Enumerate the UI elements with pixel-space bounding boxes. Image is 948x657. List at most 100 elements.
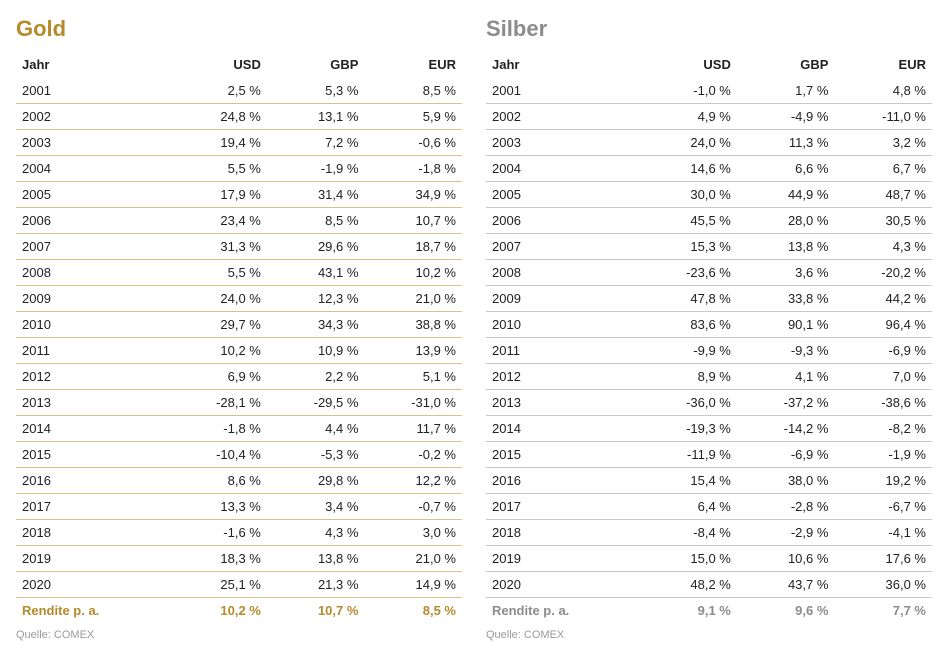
- cell-value: 11,7 %: [364, 416, 462, 442]
- cell-value: 12,2 %: [364, 468, 462, 494]
- cell-value: -2,9 %: [737, 520, 835, 546]
- cell-value: 44,2 %: [834, 286, 932, 312]
- cell-value: 29,6 %: [267, 234, 365, 260]
- cell-value: 6,9 %: [169, 364, 267, 390]
- cell-year: 2020: [486, 572, 639, 598]
- cell-value: -6,7 %: [834, 494, 932, 520]
- footer-eur: 8,5 %: [364, 598, 462, 624]
- cell-value: 13,3 %: [169, 494, 267, 520]
- table-row: 201713,3 %3,4 %-0,7 %: [16, 494, 462, 520]
- cell-value: -6,9 %: [834, 338, 932, 364]
- table-row: 200517,9 %31,4 %34,9 %: [16, 182, 462, 208]
- footer-label: Rendite p. a.: [16, 598, 169, 624]
- cell-year: 2002: [16, 104, 169, 130]
- cell-year: 2009: [16, 286, 169, 312]
- col-year: Jahr: [486, 52, 639, 78]
- cell-value: 21,0 %: [364, 286, 462, 312]
- cell-year: 2010: [16, 312, 169, 338]
- cell-value: -0,2 %: [364, 442, 462, 468]
- cell-value: 3,2 %: [834, 130, 932, 156]
- silver-source: Quelle: COMEX: [486, 629, 932, 641]
- cell-year: 2014: [16, 416, 169, 442]
- cell-year: 2001: [16, 78, 169, 104]
- cell-value: 4,3 %: [834, 234, 932, 260]
- cell-value: -8,2 %: [834, 416, 932, 442]
- cell-value: 33,8 %: [737, 286, 835, 312]
- silver-footer-row: Rendite p. a. 9,1 % 9,6 % 7,7 %: [486, 598, 932, 624]
- cell-value: 25,1 %: [169, 572, 267, 598]
- cell-year: 2019: [16, 546, 169, 572]
- cell-value: 24,0 %: [169, 286, 267, 312]
- silver-table: Jahr USD GBP EUR 2001-1,0 %1,7 %4,8 %200…: [486, 52, 932, 623]
- cell-value: 28,0 %: [737, 208, 835, 234]
- col-year: Jahr: [16, 52, 169, 78]
- cell-value: 83,6 %: [639, 312, 737, 338]
- table-row: 202025,1 %21,3 %14,9 %: [16, 572, 462, 598]
- cell-value: -2,8 %: [737, 494, 835, 520]
- cell-value: 44,9 %: [737, 182, 835, 208]
- cell-value: 34,3 %: [267, 312, 365, 338]
- silver-panel: Silber Jahr USD GBP EUR 2001-1,0 %1,7 %4…: [486, 16, 932, 641]
- gold-title: Gold: [16, 16, 462, 42]
- gold-panel: Gold Jahr USD GBP EUR 20012,5 %5,3 %8,5 …: [16, 16, 462, 641]
- silver-header-row: Jahr USD GBP EUR: [486, 52, 932, 78]
- cell-value: 13,8 %: [267, 546, 365, 572]
- cell-value: 4,9 %: [639, 104, 737, 130]
- col-eur: EUR: [364, 52, 462, 78]
- cell-value: 48,2 %: [639, 572, 737, 598]
- cell-year: 2008: [16, 260, 169, 286]
- table-row: 2011-9,9 %-9,3 %-6,9 %: [486, 338, 932, 364]
- cell-value: 5,1 %: [364, 364, 462, 390]
- cell-value: 14,6 %: [639, 156, 737, 182]
- cell-value: 2,2 %: [267, 364, 365, 390]
- table-row: 200530,0 %44,9 %48,7 %: [486, 182, 932, 208]
- cell-value: -31,0 %: [364, 390, 462, 416]
- footer-gbp: 9,6 %: [737, 598, 835, 624]
- cell-value: 3,6 %: [737, 260, 835, 286]
- cell-value: 21,3 %: [267, 572, 365, 598]
- cell-year: 2012: [16, 364, 169, 390]
- cell-value: -10,4 %: [169, 442, 267, 468]
- cell-value: 30,5 %: [834, 208, 932, 234]
- cell-value: -36,0 %: [639, 390, 737, 416]
- cell-year: 2013: [16, 390, 169, 416]
- cell-value: 24,8 %: [169, 104, 267, 130]
- table-row: 2014-1,8 %4,4 %11,7 %: [16, 416, 462, 442]
- cell-year: 2011: [486, 338, 639, 364]
- cell-year: 2009: [486, 286, 639, 312]
- cell-value: 6,6 %: [737, 156, 835, 182]
- cell-value: 6,7 %: [834, 156, 932, 182]
- cell-value: -14,2 %: [737, 416, 835, 442]
- cell-value: 36,0 %: [834, 572, 932, 598]
- cell-year: 2012: [486, 364, 639, 390]
- cell-value: 23,4 %: [169, 208, 267, 234]
- cell-value: 3,0 %: [364, 520, 462, 546]
- cell-value: -37,2 %: [737, 390, 835, 416]
- cell-value: 15,0 %: [639, 546, 737, 572]
- table-row: 200715,3 %13,8 %4,3 %: [486, 234, 932, 260]
- cell-year: 2019: [486, 546, 639, 572]
- cell-value: -1,6 %: [169, 520, 267, 546]
- table-row: 200645,5 %28,0 %30,5 %: [486, 208, 932, 234]
- cell-value: -11,0 %: [834, 104, 932, 130]
- cell-value: 2,5 %: [169, 78, 267, 104]
- table-row: 20168,6 %29,8 %12,2 %: [16, 468, 462, 494]
- cell-value: 31,4 %: [267, 182, 365, 208]
- cell-value: 96,4 %: [834, 312, 932, 338]
- table-row: 2015-11,9 %-6,9 %-1,9 %: [486, 442, 932, 468]
- cell-year: 2005: [486, 182, 639, 208]
- cell-value: 10,6 %: [737, 546, 835, 572]
- table-row: 2018-1,6 %4,3 %3,0 %: [16, 520, 462, 546]
- table-row: 2013-36,0 %-37,2 %-38,6 %: [486, 390, 932, 416]
- cell-value: 11,3 %: [737, 130, 835, 156]
- table-row: 200924,0 %12,3 %21,0 %: [16, 286, 462, 312]
- table-row: 200319,4 %7,2 %-0,6 %: [16, 130, 462, 156]
- gold-source: Quelle: COMEX: [16, 629, 462, 641]
- cell-value: -4,9 %: [737, 104, 835, 130]
- cell-value: 90,1 %: [737, 312, 835, 338]
- cell-year: 2014: [486, 416, 639, 442]
- table-row: 200224,8 %13,1 %5,9 %: [16, 104, 462, 130]
- cell-value: 15,3 %: [639, 234, 737, 260]
- silver-title: Silber: [486, 16, 932, 42]
- cell-value: 5,9 %: [364, 104, 462, 130]
